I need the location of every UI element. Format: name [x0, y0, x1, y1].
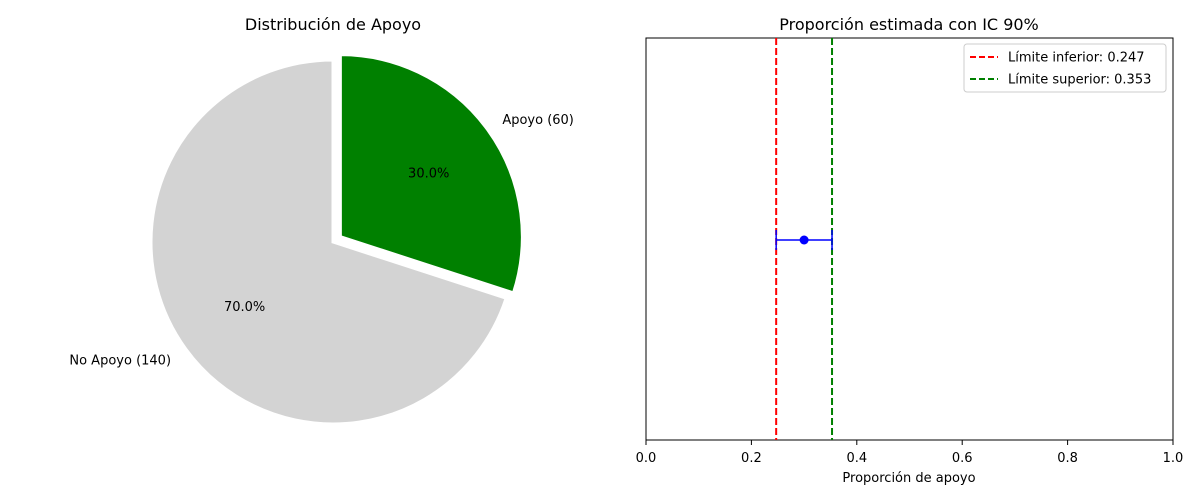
ci-chart: Proporción estimada con IC 90% 0.0 0.2 0.4…: [636, 15, 1184, 486]
legend-label: Límite inferior: 0.247: [1008, 51, 1145, 66]
x-tick-label: 0.0: [636, 451, 657, 466]
plot-frame: [645, 37, 1174, 441]
slice-label: Apoyo (60): [502, 113, 574, 128]
x-tick-label: 0.6: [952, 451, 973, 466]
x-tick-label: 0.8: [1057, 451, 1078, 466]
x-tick-label: 0.2: [741, 451, 762, 466]
pie-slice: [338, 53, 524, 295]
estimate-point: [799, 235, 809, 245]
pie-slice: [149, 58, 508, 426]
pie-title: Distribución de Apoyo: [245, 15, 421, 34]
ci-title: Proporción estimada con IC 90%: [779, 15, 1039, 34]
legend: Límite inferior: 0.247 Límite superior: 0…: [963, 43, 1167, 93]
slice-percent-label: 70.0%: [224, 300, 265, 315]
x-tick-label: 0.4: [846, 451, 867, 466]
x-tick-label: 1.0: [1163, 451, 1184, 466]
legend-box: [963, 43, 1167, 93]
slice-percent-label: 30.0%: [408, 166, 449, 181]
x-axis-label: Proporción de apoyo: [842, 471, 975, 486]
slice-label: No Apoyo (140): [69, 354, 171, 369]
pie-chart: Distribución de Apoyo 30.0% Apoyo (60) 70.…: [69, 15, 574, 426]
legend-label: Límite superior: 0.353: [1008, 73, 1151, 88]
